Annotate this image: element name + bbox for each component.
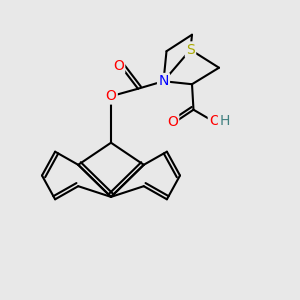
Text: O: O bbox=[167, 115, 178, 129]
Text: N: N bbox=[158, 74, 169, 88]
Text: S: S bbox=[186, 43, 195, 57]
Text: O: O bbox=[113, 58, 124, 73]
Text: O: O bbox=[209, 114, 220, 128]
Text: H: H bbox=[219, 114, 230, 128]
Text: O: O bbox=[106, 89, 116, 103]
